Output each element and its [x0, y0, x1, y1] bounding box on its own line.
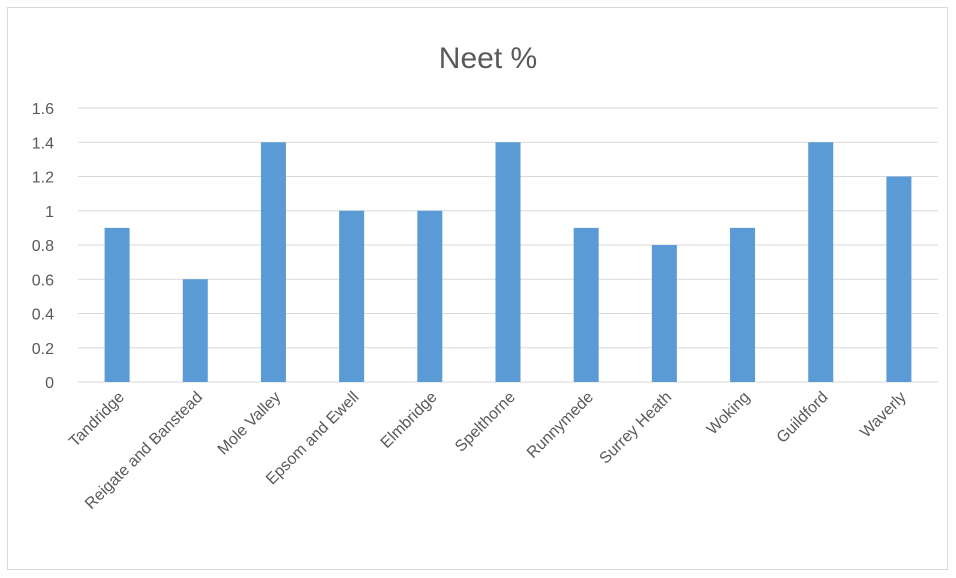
bar	[808, 142, 834, 382]
x-tick-label: Tandridge	[66, 389, 128, 451]
y-tick-label: 0	[45, 375, 54, 392]
x-tick-label: Spelthorne	[452, 389, 519, 456]
x-tick-label: Guildford	[774, 389, 832, 447]
bar	[339, 210, 365, 382]
x-tick-label: Waverly	[857, 389, 909, 441]
chart-title: Neet %	[439, 42, 537, 75]
y-tick-label: 0.8	[32, 238, 54, 255]
y-tick-label: 1.2	[32, 170, 54, 187]
y-tick-label: 1	[45, 204, 54, 221]
bar	[104, 227, 130, 382]
x-tick-label: Mole Valley	[215, 389, 285, 459]
y-tick-label: 0.2	[32, 341, 54, 358]
y-tick-label: 1.6	[32, 101, 54, 118]
x-tick-label: Woking	[704, 389, 754, 439]
y-tick-label: 0.6	[32, 272, 54, 289]
bar	[260, 142, 286, 382]
bar	[886, 176, 912, 382]
bar	[495, 142, 521, 382]
bars	[104, 142, 912, 382]
y-tick-label: 0.4	[32, 307, 54, 324]
y-tick-label: 1.4	[32, 135, 54, 152]
chart-frame	[7, 7, 948, 570]
bar	[182, 279, 208, 382]
x-tick-label: Runnymede	[524, 389, 597, 462]
y-axis-ticks: 0 0.2 0.4 0.6 0.8 1 1.2 1.4 1.6	[32, 101, 54, 392]
bar	[417, 210, 443, 382]
x-tick-label: Elmbridge	[378, 389, 441, 452]
x-tick-label: Surrey Heath	[597, 389, 676, 468]
bar	[573, 227, 599, 382]
bar	[651, 245, 677, 382]
bar	[730, 227, 756, 382]
